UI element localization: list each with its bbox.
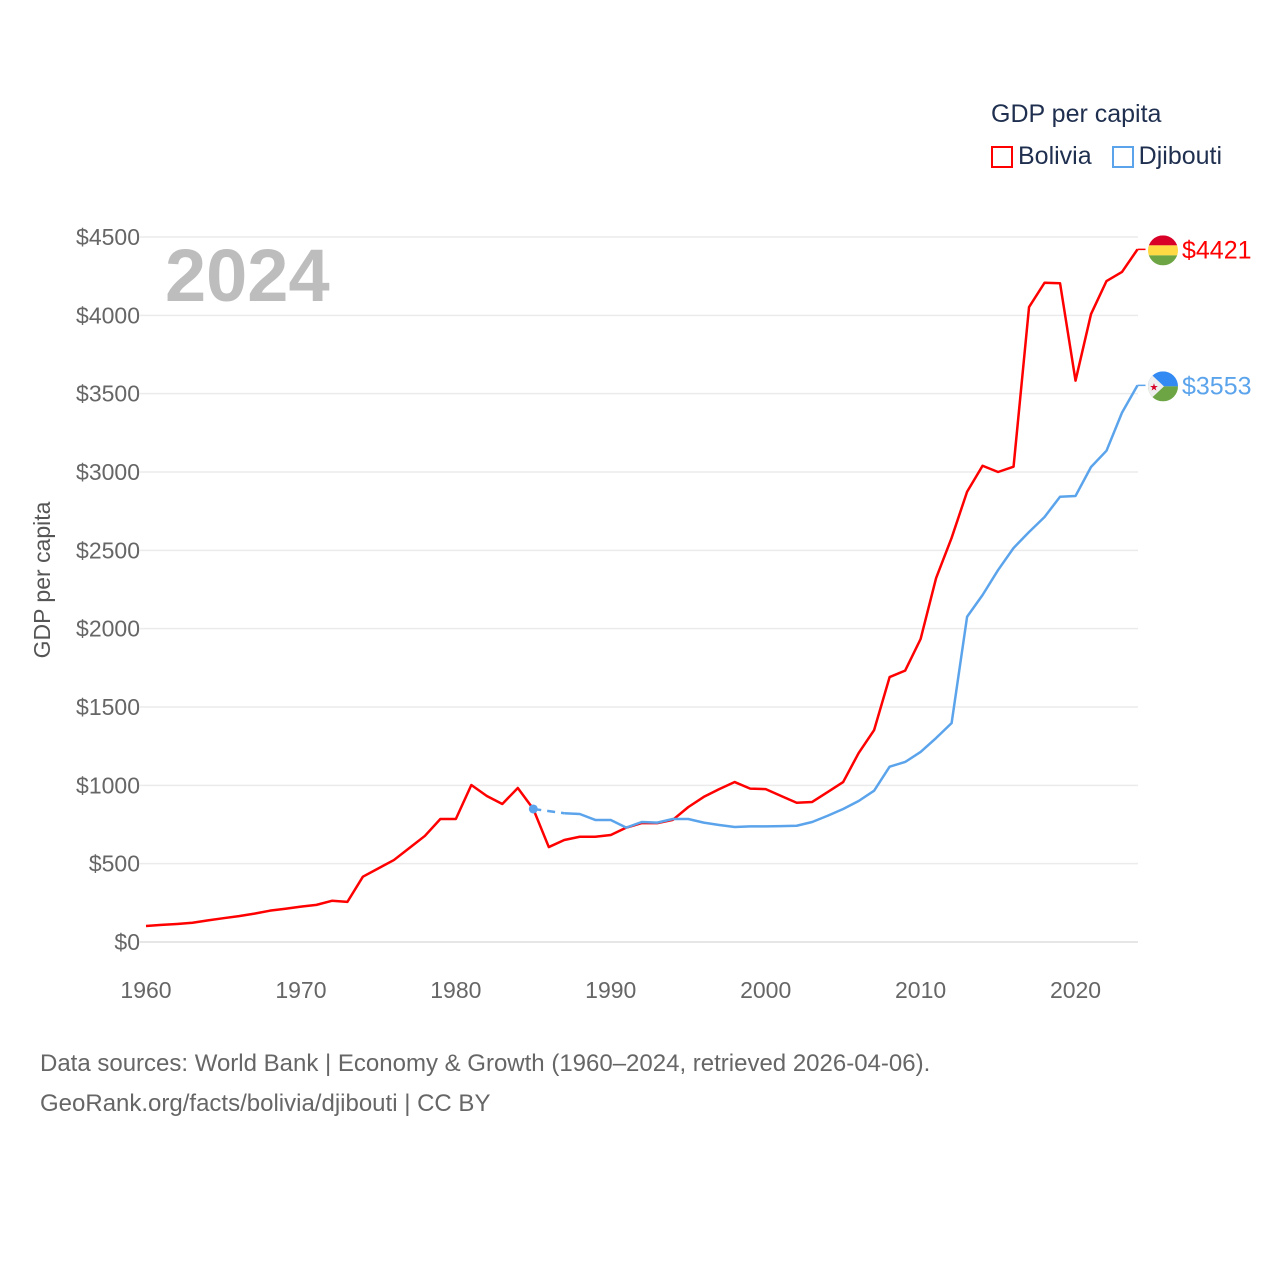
y-tick-label: $4500 [76, 224, 140, 250]
legend-label: Bolivia [1018, 142, 1092, 170]
series-start-point [528, 804, 538, 814]
year-label: 2024 [165, 234, 330, 317]
flag-stripe [1148, 255, 1178, 266]
x-axis-ticks: 1960 1970 1980 1990 2000 2010 2020 [120, 977, 1101, 1003]
flag-icon-djibouti: ★ [1148, 371, 1178, 402]
end-value-label: $3553 [1182, 372, 1252, 400]
x-tick-label: 1970 [275, 977, 326, 1003]
series-line-djibouti [564, 384, 1139, 829]
y-axis-label: GDP per capita [29, 501, 55, 658]
x-tick-label: 1980 [430, 977, 481, 1003]
y-tick-label: $3000 [76, 459, 140, 485]
y-tick-label: $2500 [76, 537, 140, 563]
y-tick-label: $2000 [76, 616, 140, 642]
gridlines [140, 236, 1138, 943]
flag-triangle [1148, 371, 1164, 402]
x-tick-label: 2000 [740, 977, 791, 1003]
series-lines [145, 248, 1139, 928]
footer: Data sources: World Bank | Economy & Gro… [40, 1044, 930, 1124]
y-tick-label: $3500 [76, 381, 140, 407]
x-tick-label: 2010 [895, 977, 946, 1003]
y-tick-label: $500 [89, 851, 140, 877]
legend: Bolivia Djibouti [991, 142, 1222, 171]
source-link[interactable]: GeoRank.org/facts/bolivia/djibouti | CC … [40, 1090, 491, 1117]
y-tick-label: $1500 [76, 694, 140, 720]
x-tick-label: 1960 [120, 977, 171, 1003]
legend-item-bolivia[interactable]: Bolivia [991, 142, 1092, 171]
x-tick-label: 1990 [585, 977, 636, 1003]
legend-title: GDP per capita [991, 100, 1162, 128]
flag-star: ★ [1150, 382, 1159, 393]
y-tick-label: $0 [114, 929, 140, 955]
flag-stripe [1148, 245, 1178, 256]
end-value-label: $4421 [1182, 236, 1252, 264]
flag-stripe [1148, 235, 1178, 246]
series-gap-line [533, 807, 565, 815]
y-tick-label: $1000 [76, 772, 140, 798]
series-line-bolivia [145, 248, 1139, 928]
data-sources: Data sources: World Bank | Economy & Gro… [40, 1050, 931, 1077]
legend-swatch-djibouti [1111, 145, 1134, 168]
series-end-labels: $4421 ★ $3553 [1137, 235, 1252, 402]
flag-icon-bolivia [1148, 235, 1178, 266]
y-axis-ticks: $0 $500 $1000 $1500 $2000 $2500 $3000 $3500 $400… [76, 224, 140, 955]
x-tick-label: 2020 [1050, 977, 1101, 1003]
y-tick-label: $4000 [76, 302, 140, 328]
legend-item-djibouti[interactable]: Djibouti [1111, 142, 1223, 171]
legend-swatch-bolivia [991, 145, 1013, 168]
legend-label: Djibouti [1138, 142, 1223, 170]
